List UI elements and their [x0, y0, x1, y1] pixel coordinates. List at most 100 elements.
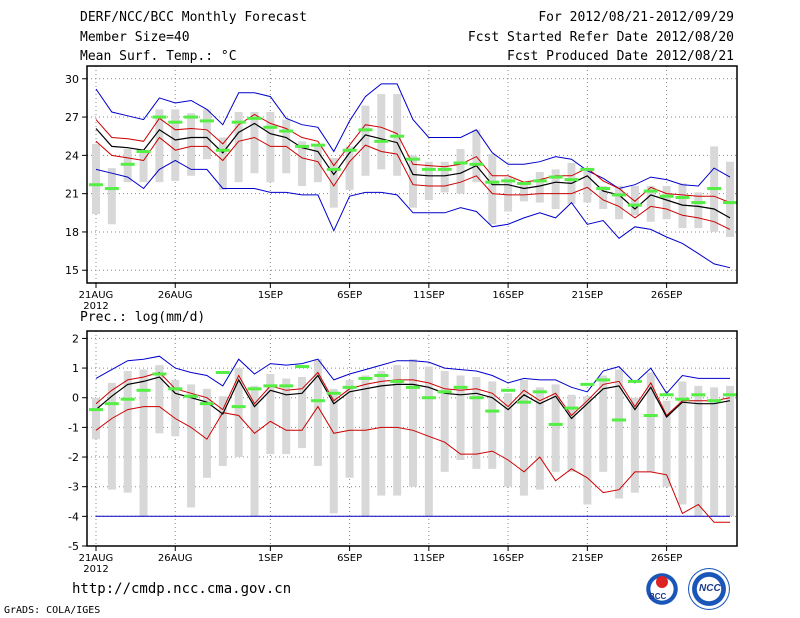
year-label: 2012 [83, 301, 108, 312]
spread-box [472, 376, 481, 469]
spread-box [551, 384, 560, 472]
spread-box [107, 382, 116, 490]
spread-box [202, 388, 211, 478]
x-tick-label: 21AUG [79, 290, 114, 301]
spread-box [250, 111, 259, 174]
spread-box [678, 183, 687, 229]
bcc-logo: BCC [641, 568, 683, 610]
spread-box [313, 145, 322, 183]
spread-box [298, 376, 307, 449]
spread-box [456, 375, 465, 460]
spread-box [472, 129, 481, 183]
panel-temperature: 15 18 21 24 27 30 21AUG 26AUG 1SEP 6SEP 11SEP 16SEP… [65, 65, 738, 312]
spread-box [266, 374, 275, 455]
spread-box [282, 378, 291, 455]
spread-box [599, 375, 608, 472]
spread-box [202, 109, 211, 160]
y-tick-label: -3 [68, 481, 79, 494]
y-tick-label: 21 [65, 188, 79, 201]
series-line-ensemble-max [95, 355, 730, 395]
y-tick-label: 24 [65, 149, 79, 162]
start-date: Fcst Started Refer Date 2012/08/20 [467, 30, 734, 45]
spread-box [646, 185, 655, 222]
spread-box [234, 111, 243, 183]
spread-box [504, 177, 513, 212]
spread-box [345, 379, 354, 478]
series-line-ensemble-mean [95, 122, 731, 219]
panel-frame [86, 65, 738, 284]
spread-box [329, 157, 338, 208]
x-tick-label: 26AUG [158, 290, 193, 301]
x-tick-label: 26SEP [651, 290, 682, 301]
spread-box [361, 375, 370, 517]
series-line-ensemble-min [95, 159, 731, 269]
spread-box [662, 400, 671, 487]
series-line-mean-plus-sd [95, 371, 731, 417]
grads-credit: GrADS: COLA/IGES [4, 605, 101, 616]
x-tick-label: 26AUG [158, 553, 193, 564]
spread-box [218, 396, 227, 466]
bcc-logo-mark [656, 576, 668, 588]
series-line-mean-minus-sd [95, 405, 730, 523]
y-tick-label: 2 [72, 332, 79, 345]
member-size: Member Size=40 [80, 30, 190, 45]
spread-box [345, 146, 354, 190]
spread-box [726, 161, 734, 238]
spread-box [599, 185, 608, 209]
spread-box [440, 161, 449, 193]
x-tick-label: 26SEP [651, 553, 682, 564]
x-tick-label: 21AUG [79, 553, 114, 564]
spread-box [377, 94, 386, 170]
spread-box [630, 397, 639, 493]
y-tick-label: -4 [68, 510, 79, 523]
spread-box [726, 385, 734, 517]
spread-box [234, 368, 243, 458]
spread-box [377, 371, 386, 496]
spread-box [139, 150, 148, 183]
spread-box [313, 359, 322, 466]
y-tick-label: 30 [65, 73, 79, 86]
spread-box [662, 185, 671, 220]
y-tick-label: 15 [65, 264, 79, 277]
ncc-logo-text: NCC [699, 583, 721, 594]
spread-box [646, 372, 655, 472]
x-tick-label: 21SEP [572, 553, 603, 564]
spread-box [92, 143, 100, 215]
spread-box [171, 109, 180, 181]
source-url[interactable]: http://cmdp.ncc.cma.gov.cn [72, 581, 292, 597]
spread-box [583, 168, 592, 203]
y-tick-label: -5 [68, 540, 79, 553]
spread-box [329, 388, 338, 514]
x-tick-label: 1SEP [258, 553, 283, 564]
spread-box [92, 397, 100, 440]
spread-box [409, 155, 417, 208]
x-tick-label: 6SEP [337, 553, 362, 564]
series-line-mean-plus-sd [95, 113, 731, 204]
y-tick-label: -2 [68, 451, 79, 464]
spread-box [678, 381, 687, 505]
x-tick-label: 16SEP [492, 553, 523, 564]
spread-box [519, 379, 528, 496]
panel-precipitation: -5 -4 -3 -2 -1 0 1 2 21AUG 26AUG 1SEP 6SEP 11SEP 16SE… [68, 330, 738, 575]
series-line-mean-minus-sd [95, 136, 731, 230]
spread-box [535, 387, 544, 490]
spread-box [424, 366, 433, 517]
spread-box [266, 111, 275, 183]
x-tick-label: 11SEP [413, 553, 444, 564]
spread-box [139, 369, 148, 517]
spread-box [615, 369, 624, 499]
spread-box [250, 385, 259, 517]
produced-date: Fcst Produced Date 2012/08/21 [507, 49, 734, 64]
spread-box [218, 137, 227, 190]
spread-box [155, 365, 164, 434]
spread-box [488, 154, 497, 225]
spread-box [171, 379, 180, 437]
precip-label: Prec.: log(mm/d) [80, 310, 206, 325]
series-line-ensemble-max [95, 83, 731, 190]
x-tick-label: 16SEP [492, 290, 523, 301]
spread-box [187, 113, 196, 176]
spread-box [298, 141, 307, 186]
x-tick-label: 11SEP [413, 290, 444, 301]
